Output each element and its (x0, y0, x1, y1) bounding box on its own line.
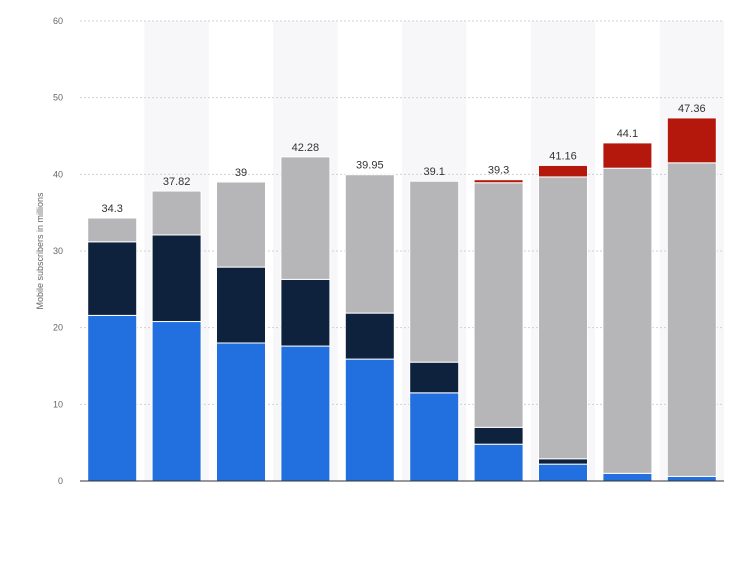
bar-segment-series-4 (602, 142, 653, 169)
bar-segment-series-3 (151, 190, 202, 236)
bar-segment-series-1 (344, 358, 395, 482)
bar-segment-series-1 (602, 472, 653, 482)
bar-segment-series-2 (151, 234, 202, 323)
y-tick-label: 40 (53, 169, 63, 179)
bar-segment-series-3 (409, 180, 460, 363)
y-tick-label: 30 (53, 246, 63, 256)
bar-segment-series-4 (538, 164, 588, 178)
y-tick-label: 0 (58, 476, 63, 486)
total-label: 37.82 (163, 176, 191, 188)
total-label: 44.1 (617, 128, 638, 140)
total-label: 39 (235, 167, 247, 179)
bar-segment-series-2 (87, 241, 138, 316)
bar-segment-series-3 (216, 181, 266, 268)
bar-segment-series-3 (87, 217, 138, 243)
bars (87, 117, 717, 482)
y-tick-label: 20 (53, 323, 63, 333)
bar-segment-series-3 (280, 156, 331, 280)
bar-segment-series-3 (344, 174, 395, 314)
y-tick-label: 10 (53, 399, 63, 409)
y-axis: 0 10 20 30 40 50 60 (53, 16, 63, 486)
bar-segment-series-2 (538, 458, 588, 465)
total-label: 42.28 (292, 142, 320, 154)
bar-segment-series-1 (87, 314, 138, 482)
bar-segment-series-1 (216, 342, 266, 482)
bar-segment-series-3 (602, 167, 653, 474)
total-label: 34.3 (101, 203, 122, 215)
total-label: 39.3 (488, 165, 509, 177)
y-tick-label: 50 (53, 93, 63, 103)
bar-segment-series-2 (409, 361, 460, 394)
bar-segment-series-2 (280, 278, 331, 347)
bar-segment-series-1 (666, 475, 717, 482)
bar-segment-series-2 (473, 426, 524, 445)
bar-segment-series-1 (280, 345, 331, 482)
y-tick-label: 60 (53, 16, 63, 26)
y-axis-title: Mobile subscribers in millions (35, 192, 45, 310)
bar-segment-series-2 (216, 266, 266, 344)
bar-segment-series-1 (409, 392, 460, 482)
bar-segment-series-1 (538, 463, 588, 482)
bar-segment-series-1 (151, 321, 202, 482)
bar-segment-series-1 (473, 443, 524, 482)
total-label: 39.1 (423, 166, 444, 178)
bar-segment-series-3 (473, 182, 524, 428)
bar-segment-series-3 (538, 176, 588, 460)
total-label: 41.16 (549, 150, 577, 162)
total-label: 47.36 (678, 103, 706, 115)
bar-segment-series-3 (666, 162, 717, 477)
total-label: 39.95 (356, 160, 384, 172)
bar-segment-series-4 (666, 117, 717, 164)
total-labels: 34.3 37.82 39 42.28 39.95 39.1 39.3 41.16 44.1 47… (101, 103, 705, 215)
bar-segment-series-4 (473, 179, 524, 184)
bar-segment-series-2 (344, 312, 395, 360)
